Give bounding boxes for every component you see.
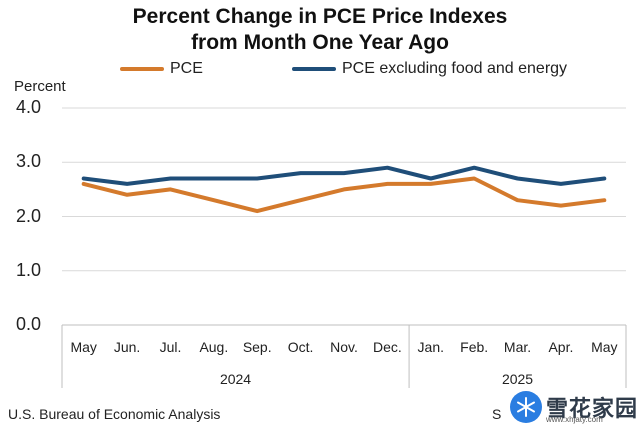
watermark: 雪花家园 www.xhjaty.com (510, 388, 638, 426)
legend-swatch-core-pce (292, 67, 336, 71)
y-tick-label: 2.0 (16, 205, 42, 226)
x-tick-label: Nov. (330, 339, 358, 355)
x-tick-label: May (591, 339, 617, 355)
x-tick-label: Oct. (288, 339, 314, 355)
snowflake-logo-icon (510, 391, 542, 423)
watermark-text: 雪花家园 (546, 396, 639, 421)
x-tick-label: May (70, 339, 96, 355)
series-line-core-pce (81, 165, 607, 186)
chart-legend: PCE PCE excluding food and energy (0, 60, 640, 80)
y-tick-label: 3.0 (16, 151, 42, 172)
x-tick-label: Mar. (504, 339, 531, 355)
year-group-label: 2025 (502, 371, 533, 387)
y-tick-label: 4.0 (16, 97, 42, 117)
legend-item-pce: PCE (120, 60, 203, 78)
x-tick-label: Jul. (160, 339, 182, 355)
y-tick-label: 0.0 (16, 314, 42, 334)
legend-label-pce: PCE (170, 60, 203, 77)
legend-label-core-pce: PCE excluding food and energy (342, 60, 568, 77)
x-tick-label: Sep. (243, 339, 272, 355)
x-tick-label: Dec. (373, 339, 402, 355)
chart-title: Percent Change in PCE Price Indexes from… (0, 4, 640, 56)
chart-title-line-1: Percent Change in PCE Price Indexes (132, 5, 508, 28)
x-tick-label: Feb. (460, 339, 488, 355)
source-note-cut: S (492, 406, 502, 422)
legend-swatch-pce (120, 67, 164, 71)
legend-item-core-pce: PCE excluding food and energy (292, 60, 567, 78)
source-note: U.S. Bureau of Economic Analysis (8, 406, 221, 422)
x-tick-label: Jan. (418, 339, 444, 355)
x-tick-label: Apr. (548, 339, 573, 355)
watermark-url: www.xhjaty.com (546, 415, 603, 424)
y-tick-label: 1.0 (16, 259, 42, 280)
chart-title-line-2: from Month One Year Ago (191, 31, 449, 54)
x-tick-label: Jun. (114, 339, 140, 355)
x-tick-label: Aug. (199, 339, 228, 355)
year-group-label: 2024 (220, 371, 251, 387)
y-axis-label: Percent (14, 78, 66, 95)
series-line-pce (81, 176, 607, 214)
